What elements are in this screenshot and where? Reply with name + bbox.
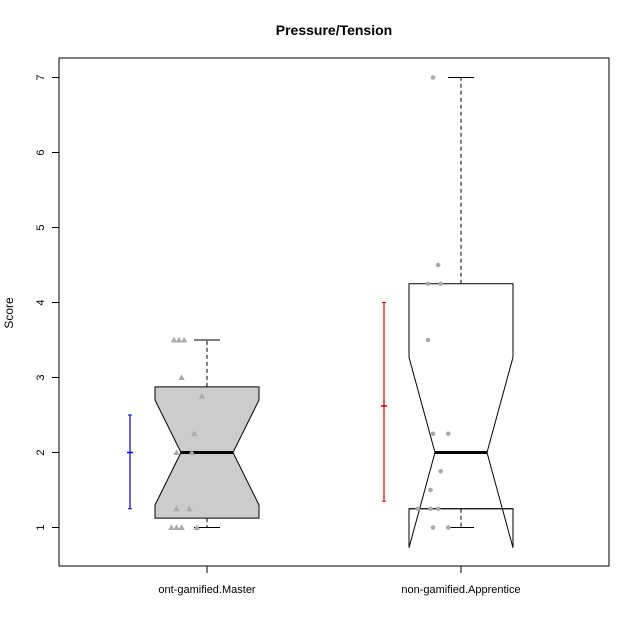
data-point	[425, 337, 431, 343]
data-point	[446, 431, 451, 437]
data-point	[425, 281, 431, 287]
data-point	[430, 525, 436, 530]
chart-title: Pressure/Tension	[276, 22, 392, 38]
data-point	[188, 449, 195, 456]
data-point	[415, 506, 421, 512]
y-tick-label: 2	[35, 449, 47, 455]
y-axis: 1 2 3 4 5 6 7	[35, 74, 60, 531]
y-tick-label: 6	[35, 149, 47, 155]
data-point	[173, 524, 180, 531]
data-point	[191, 430, 198, 437]
y-tick-label: 4	[35, 299, 47, 305]
y-axis-label: Score	[2, 297, 16, 329]
notched-box	[408, 283, 514, 548]
data-point	[435, 506, 441, 512]
data-point	[173, 505, 180, 512]
box-groups	[127, 75, 514, 548]
data-point	[180, 336, 188, 343]
data-point	[428, 487, 433, 493]
data-point	[438, 281, 443, 287]
data-point	[178, 374, 185, 381]
data-point	[428, 506, 433, 512]
plot-frame	[58, 57, 610, 567]
data-point	[435, 262, 441, 268]
data-point	[198, 393, 206, 399]
x-tick-label: ont-gamified.Master	[158, 584, 256, 596]
data-point	[186, 505, 193, 512]
y-tick-label: 7	[35, 74, 47, 80]
data-point	[170, 336, 178, 343]
data-point	[178, 524, 185, 531]
box-group	[127, 336, 260, 531]
data-point	[446, 525, 451, 530]
y-tick-label: 1	[35, 524, 47, 530]
data-point	[430, 75, 436, 80]
data-point	[168, 524, 175, 531]
x-tick-label: non-gamified.Apprentice	[401, 584, 520, 596]
data-point	[175, 336, 183, 343]
box-group	[381, 75, 514, 548]
data-point	[193, 524, 201, 531]
x-axis: ont-gamified.Master non-gamified.Apprenti…	[158, 566, 521, 596]
y-tick-label: 5	[35, 224, 47, 230]
data-point	[430, 431, 436, 437]
y-tick-label: 3	[35, 374, 47, 380]
data-point	[173, 449, 180, 456]
data-point	[438, 468, 443, 474]
